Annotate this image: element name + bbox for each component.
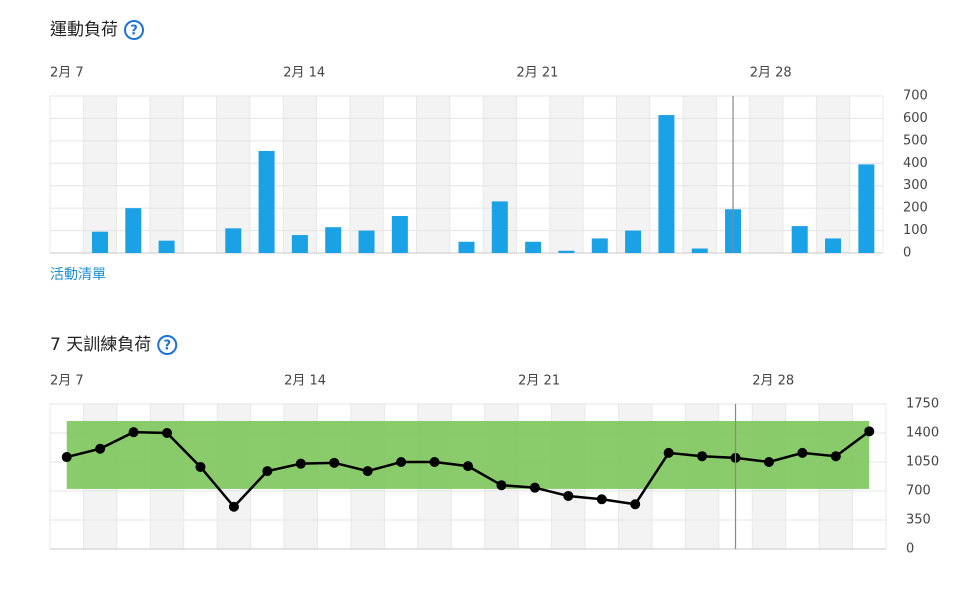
y-tick-label: 100	[903, 223, 928, 238]
column-shade	[749, 96, 784, 253]
load-point	[61, 452, 72, 463]
load-point	[630, 499, 641, 510]
load-point	[763, 457, 774, 467]
load-point	[797, 447, 808, 458]
bar	[325, 227, 342, 253]
load-point	[162, 428, 173, 438]
bar	[858, 164, 875, 253]
bar	[158, 240, 175, 253]
y-tick-label: 600	[903, 111, 928, 126]
help-icon-label[interactable]: ?	[130, 24, 138, 39]
load-point	[864, 426, 875, 437]
y-tick-label: 1050	[906, 455, 939, 470]
x-tick-label: 2月 21	[516, 66, 558, 81]
x-tick-label: 2月 14	[284, 374, 326, 389]
bar	[591, 238, 608, 253]
x-tick-label: 2月 7	[50, 374, 84, 389]
y-tick-label: 0	[903, 246, 911, 261]
column-shade	[416, 96, 450, 253]
y-tick-label: 500	[903, 133, 928, 148]
help-icon-label[interactable]: ?	[163, 339, 171, 354]
column-shade	[149, 96, 184, 253]
bar	[91, 231, 108, 253]
x-tick-label: 2月 28	[750, 66, 792, 81]
load-point	[463, 461, 473, 472]
load-point	[128, 427, 139, 438]
load-point	[396, 457, 407, 467]
load-point	[563, 490, 574, 501]
y-tick-label: 200	[903, 201, 928, 216]
bar	[491, 201, 508, 253]
load-point	[228, 501, 239, 512]
bar	[458, 241, 475, 253]
load-point	[329, 457, 340, 468]
y-tick-label: 0	[906, 542, 914, 557]
column-shade	[83, 96, 117, 253]
bar	[391, 215, 408, 253]
chart-title: 7 天訓練負荷	[50, 335, 151, 355]
load-point	[529, 482, 540, 493]
column-shade	[349, 96, 384, 253]
x-tick-label: 2月 21	[518, 374, 560, 389]
load-point	[697, 451, 708, 462]
column-shade	[216, 96, 250, 253]
y-tick-label: 400	[903, 156, 928, 171]
help-icon[interactable]	[124, 20, 144, 40]
x-tick-label: 2月 28	[752, 374, 794, 389]
y-tick-label: 1400	[906, 426, 939, 441]
load-point	[830, 451, 841, 462]
bar	[225, 228, 242, 253]
bar	[825, 238, 842, 253]
load-point	[295, 458, 306, 469]
bar	[525, 241, 542, 253]
y-tick-label: 350	[906, 513, 931, 528]
column-shade	[283, 96, 317, 253]
bar	[558, 250, 575, 253]
y-tick-label: 1750	[906, 397, 939, 412]
load-point	[95, 443, 106, 454]
load-point	[596, 494, 607, 505]
load-point	[195, 461, 206, 472]
bar	[691, 248, 708, 253]
x-tick-label: 2月 7	[50, 66, 84, 81]
y-tick-label: 300	[903, 178, 928, 193]
bar	[791, 226, 808, 253]
load-point	[496, 480, 507, 491]
column-shade	[616, 96, 650, 253]
bar	[291, 235, 308, 253]
activity-list-link[interactable]: 活動清單	[50, 267, 106, 283]
bar	[658, 115, 675, 253]
column-shade	[816, 96, 850, 253]
bar	[125, 208, 142, 253]
chart-title: 運動負荷	[50, 20, 118, 40]
load-point	[429, 457, 440, 467]
load-point	[262, 466, 273, 477]
bar	[258, 150, 275, 253]
bar	[625, 230, 642, 253]
x-tick-label: 2月 14	[283, 66, 325, 81]
load-point	[362, 466, 373, 477]
y-tick-label: 700	[903, 89, 928, 104]
help-icon[interactable]	[157, 335, 178, 355]
column-shade	[683, 96, 717, 253]
y-tick-label: 700	[906, 484, 931, 499]
load-point	[663, 447, 674, 458]
bar	[358, 230, 375, 253]
column-shade	[549, 96, 584, 253]
